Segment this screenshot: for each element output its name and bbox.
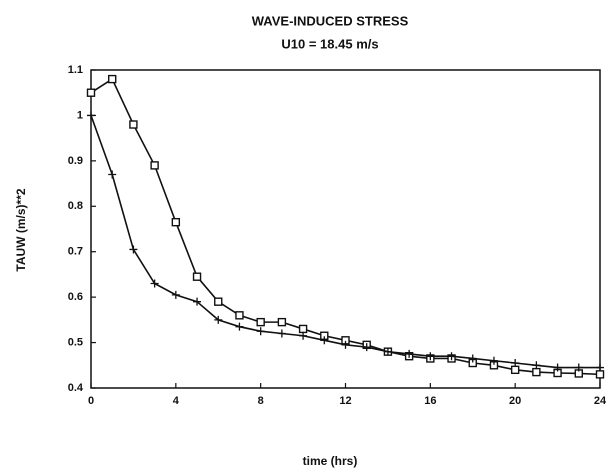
y-tick-label: 1.1 xyxy=(68,64,83,76)
series-line xyxy=(90,77,601,376)
point-marker xyxy=(299,331,308,340)
point-marker xyxy=(87,111,95,120)
point-marker xyxy=(405,349,414,358)
point-marker xyxy=(171,217,181,227)
x-tick-label: 4 xyxy=(173,395,180,407)
point-marker xyxy=(596,363,604,372)
y-tick-label: 0.8 xyxy=(68,200,83,212)
x-tick-label: 24 xyxy=(594,395,607,407)
point-marker xyxy=(171,290,180,299)
y-tick-label: 1 xyxy=(77,109,83,121)
y-tick-label: 0.5 xyxy=(68,336,83,348)
point-marker xyxy=(574,363,583,372)
y-tick-label: 0.6 xyxy=(68,291,83,303)
point-marker xyxy=(298,324,308,334)
point-marker xyxy=(193,297,202,306)
point-marker xyxy=(383,347,392,356)
x-tick-label: 0 xyxy=(88,395,94,407)
point-marker xyxy=(192,272,202,281)
point-marker xyxy=(256,317,265,327)
point-marker xyxy=(86,88,96,97)
point-marker xyxy=(426,352,435,361)
point-marker xyxy=(362,343,371,352)
point-marker xyxy=(277,317,287,327)
point-marker xyxy=(447,352,456,361)
point-marker xyxy=(129,120,138,129)
series-line xyxy=(90,115,600,369)
y-axis-label: TAUW (m/s)**2 xyxy=(14,188,28,271)
y-tick-label: 0.7 xyxy=(68,246,83,258)
point-marker xyxy=(235,311,244,320)
point-marker xyxy=(235,322,244,331)
point-marker xyxy=(214,297,223,306)
point-marker xyxy=(108,170,117,179)
point-marker xyxy=(489,356,498,365)
y-tick-label: 0.4 xyxy=(68,382,84,394)
x-tick-label: 16 xyxy=(424,395,436,407)
x-axis-label: time (hrs) xyxy=(303,454,358,468)
y-tick-label: 0.9 xyxy=(68,155,83,167)
point-marker xyxy=(214,315,223,324)
point-marker xyxy=(341,340,350,349)
point-marker xyxy=(532,361,541,370)
x-tick-label: 8 xyxy=(258,395,264,407)
point-marker xyxy=(150,161,159,170)
point-marker xyxy=(532,367,541,377)
point-marker xyxy=(108,74,117,84)
point-marker xyxy=(595,370,605,379)
x-tick-label: 12 xyxy=(339,395,351,407)
point-marker xyxy=(553,363,562,372)
point-marker xyxy=(510,365,520,375)
point-marker xyxy=(150,279,159,288)
x-tick-label: 20 xyxy=(509,395,521,407)
point-marker xyxy=(468,354,477,363)
point-marker xyxy=(511,359,520,368)
chart-title: WAVE-INDUCED STRESS xyxy=(252,13,409,28)
point-marker xyxy=(256,327,265,336)
point-marker xyxy=(129,245,138,254)
point-marker xyxy=(277,329,286,338)
chart-subtitle: U10 = 18.45 m/s xyxy=(281,36,378,51)
point-marker xyxy=(320,336,329,345)
